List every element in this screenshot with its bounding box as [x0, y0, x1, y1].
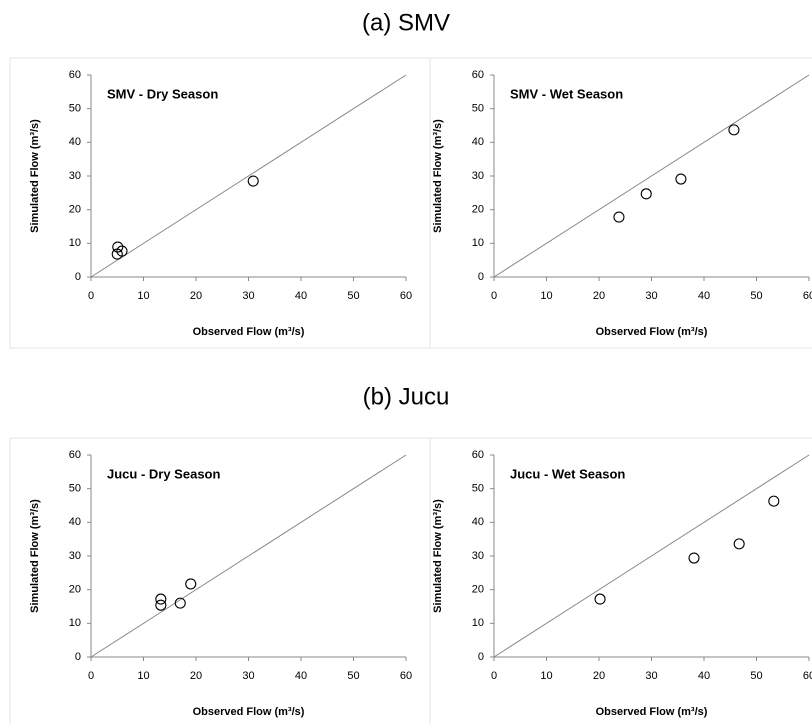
- x-tick-label: 20: [190, 290, 202, 302]
- y-tick-label: 20: [472, 204, 484, 216]
- y-tick-label: 40: [69, 136, 81, 148]
- x-tick-label: 10: [540, 670, 552, 682]
- y-tick-label: 10: [472, 237, 484, 249]
- chart-title: SMV - Dry Season: [107, 86, 218, 101]
- y-tick-label: 60: [69, 69, 81, 81]
- one-to-one-line: [493, 74, 810, 278]
- x-tick-label: 50: [750, 290, 762, 302]
- x-tick-label: 40: [295, 670, 307, 682]
- one-to-one-line: [90, 454, 407, 658]
- point: [675, 173, 687, 185]
- y-tick-label: 60: [472, 69, 484, 81]
- point: [174, 597, 186, 609]
- point: [688, 552, 700, 564]
- x-tick-label: 60: [803, 290, 812, 302]
- x-tick-label: 40: [295, 290, 307, 302]
- panel-frame: [429, 437, 812, 725]
- y-axis-label: Simulated Flow (m³/s): [29, 499, 41, 613]
- chart-title: Jucu - Dry Season: [107, 466, 220, 481]
- x-tick-label: 60: [400, 290, 412, 302]
- y-tick-label: 10: [69, 237, 81, 249]
- point: [733, 538, 745, 550]
- x-axis-label: Observed Flow (m³/s): [596, 326, 708, 338]
- point: [768, 495, 780, 507]
- x-tick-label: 40: [698, 670, 710, 682]
- y-tick-label: 50: [69, 483, 81, 495]
- x-tick-label: 20: [593, 670, 605, 682]
- y-axis-label: Simulated Flow (m³/s): [432, 119, 444, 233]
- one-to-one-line: [493, 454, 810, 658]
- one-to-one-line: [90, 74, 407, 278]
- y-tick-label: 10: [472, 617, 484, 629]
- y-tick-label: 0: [75, 271, 81, 283]
- y-tick-label: 40: [472, 136, 484, 148]
- chart-title: SMV - Wet Season: [510, 86, 623, 101]
- point: [185, 578, 197, 590]
- y-tick-label: 10: [69, 617, 81, 629]
- x-tick-label: 30: [242, 670, 254, 682]
- x-axis-label: Observed Flow (m³/s): [193, 706, 305, 718]
- y-tick-label: 30: [472, 550, 484, 562]
- x-tick-label: 20: [593, 290, 605, 302]
- point: [594, 593, 606, 605]
- panel-frame: [429, 57, 812, 349]
- x-tick-label: 0: [88, 670, 94, 682]
- y-tick-label: 20: [69, 204, 81, 216]
- chart-title: Jucu - Wet Season: [510, 466, 625, 481]
- point: [613, 211, 625, 223]
- x-tick-label: 0: [491, 670, 497, 682]
- y-tick-label: 0: [478, 271, 484, 283]
- point: [155, 593, 167, 605]
- x-tick-label: 60: [400, 670, 412, 682]
- y-tick-label: 50: [472, 483, 484, 495]
- point: [640, 188, 652, 200]
- y-tick-label: 20: [69, 584, 81, 596]
- x-tick-label: 50: [347, 670, 359, 682]
- y-tick-label: 60: [69, 449, 81, 461]
- x-tick-label: 40: [698, 290, 710, 302]
- x-tick-label: 60: [803, 670, 812, 682]
- x-tick-label: 30: [645, 670, 657, 682]
- point: [728, 124, 740, 136]
- y-tick-label: 40: [69, 516, 81, 528]
- x-tick-label: 10: [137, 290, 149, 302]
- y-axis-label: Simulated Flow (m³/s): [432, 499, 444, 613]
- y-tick-label: 40: [472, 516, 484, 528]
- point: [247, 175, 259, 187]
- y-tick-label: 30: [69, 170, 81, 182]
- x-tick-label: 10: [540, 290, 552, 302]
- x-axis-label: Observed Flow (m³/s): [193, 326, 305, 338]
- x-tick-label: 10: [137, 670, 149, 682]
- x-tick-label: 50: [347, 290, 359, 302]
- x-tick-label: 20: [190, 670, 202, 682]
- y-tick-label: 50: [472, 103, 484, 115]
- y-tick-label: 20: [472, 584, 484, 596]
- y-tick-label: 30: [69, 550, 81, 562]
- x-tick-label: 30: [242, 290, 254, 302]
- x-axis-label: Observed Flow (m³/s): [596, 706, 708, 718]
- section-heading: (b) Jucu: [363, 383, 450, 410]
- y-tick-label: 0: [75, 651, 81, 663]
- point: [155, 599, 167, 611]
- point: [112, 241, 124, 253]
- y-axis-label: Simulated Flow (m³/s): [29, 119, 41, 233]
- y-tick-label: 50: [69, 103, 81, 115]
- x-tick-label: 50: [750, 670, 762, 682]
- y-tick-label: 30: [472, 170, 484, 182]
- x-tick-label: 0: [88, 290, 94, 302]
- section-heading: (a) SMV: [362, 9, 450, 36]
- point: [116, 245, 128, 257]
- x-tick-label: 0: [491, 290, 497, 302]
- y-tick-label: 0: [478, 651, 484, 663]
- x-tick-label: 30: [645, 290, 657, 302]
- y-tick-label: 60: [472, 449, 484, 461]
